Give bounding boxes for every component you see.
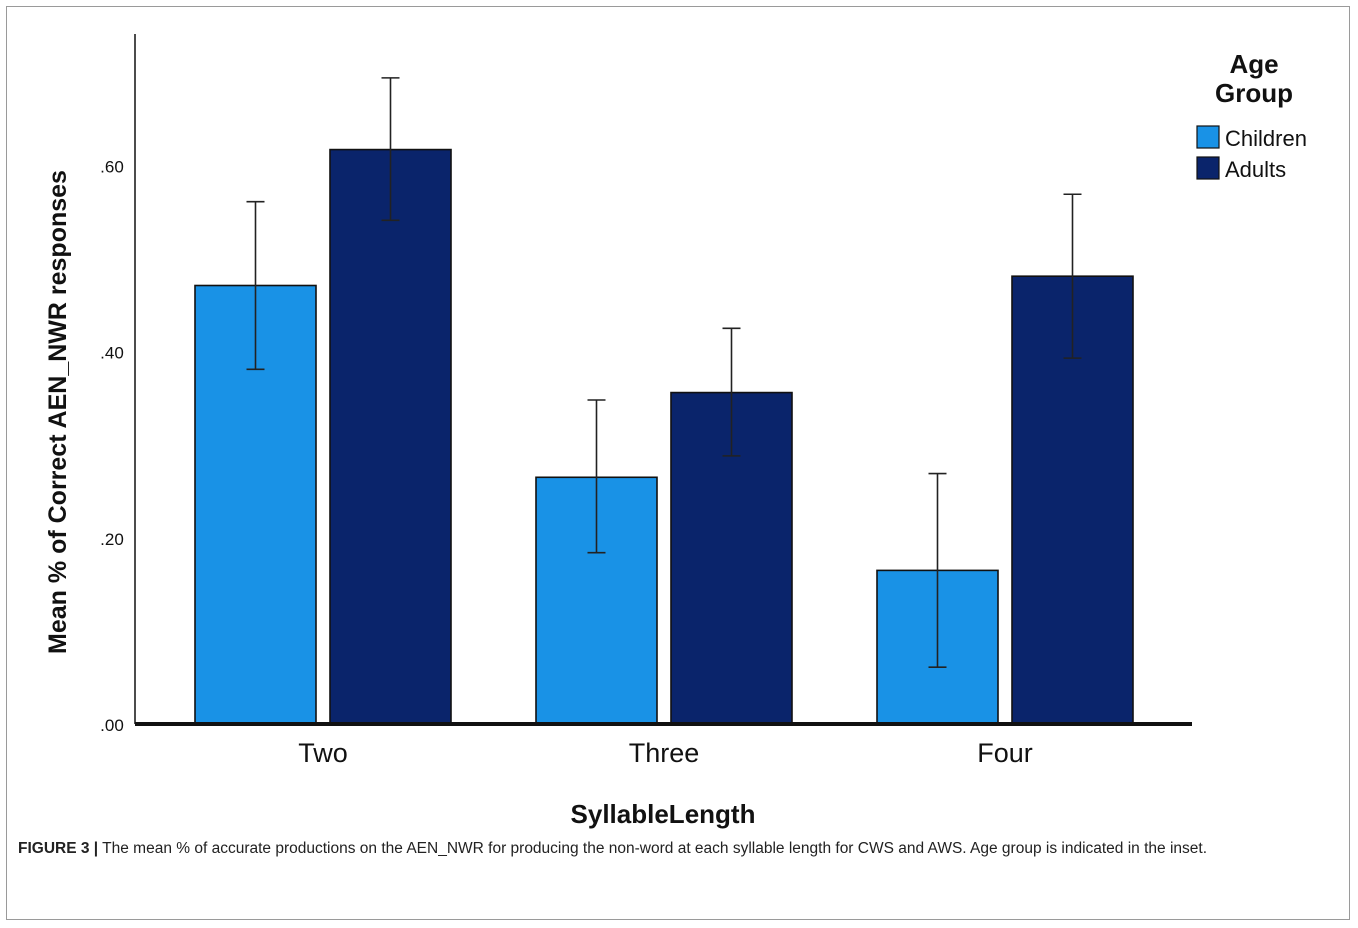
legend-title-line2: Group	[1215, 78, 1293, 108]
caption-text: The mean % of accurate productions on th…	[98, 840, 1208, 857]
y-tick-label: .60	[100, 157, 124, 176]
legend-label-children: Children	[1225, 126, 1307, 151]
legend-swatch-adults	[1196, 156, 1220, 180]
y-tick-label: .40	[100, 344, 124, 363]
bar-adults-two	[329, 148, 452, 725]
x-tick-label-two: Two	[298, 738, 348, 768]
error-bar-adults-four	[1063, 193, 1082, 359]
bar-chart: .00 .20 .40 .60 Two Three Four Mean % of Corre…	[44, 34, 1307, 829]
y-axis-title: Mean % of Correct AEN_NWR responses	[44, 170, 72, 654]
figure-frame	[6, 6, 1350, 920]
error-bar-children-four	[928, 472, 947, 669]
x-tick-label-three: Three	[629, 738, 700, 768]
bars-layer	[194, 148, 1134, 725]
legend: Age Group Children Adults	[1196, 49, 1307, 182]
x-tick-label-four: Four	[977, 738, 1033, 768]
legend-title-line1: Age	[1229, 49, 1278, 79]
legend-swatch-children	[1196, 125, 1220, 149]
errorbars-layer	[246, 77, 1082, 669]
x-axis-title: SyllableLength	[571, 799, 756, 829]
error-bar-children-two	[246, 200, 265, 371]
legend-label-adults: Adults	[1225, 157, 1286, 182]
y-tick-label: .20	[100, 530, 124, 549]
error-bar-adults-two	[381, 77, 400, 222]
axes-layer: .00 .20 .40 .60 Two Three Four	[100, 34, 1192, 768]
error-bar-children-three	[587, 399, 606, 554]
figure-caption: FIGURE 3 | The mean % of accurate produc…	[18, 838, 1340, 860]
caption-label: FIGURE 3 |	[18, 840, 99, 857]
error-bar-adults-three	[722, 327, 741, 457]
y-tick-label: .00	[100, 716, 124, 735]
